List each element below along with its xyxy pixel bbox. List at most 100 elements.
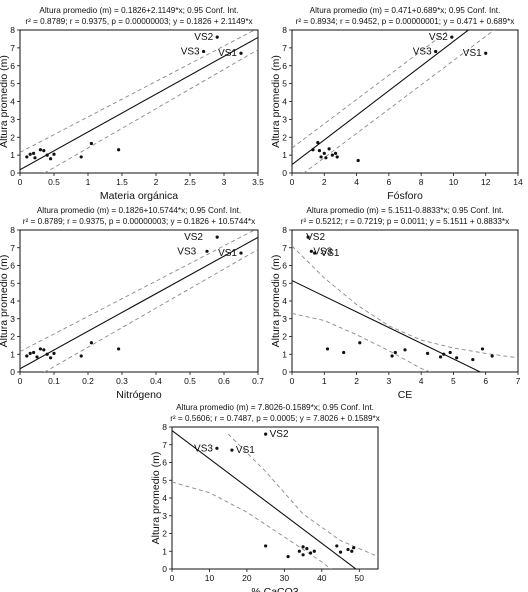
chart-title: Altura promedio (m) = 0.471+0.689*x; 0.9…: [310, 6, 501, 15]
data-point: [25, 155, 29, 159]
x-tick-label: 2: [322, 177, 327, 187]
y-tick-label: 3: [10, 114, 15, 124]
x-tick-label: 0.1: [48, 376, 60, 386]
data-point: [42, 149, 46, 153]
data-point: [25, 354, 29, 358]
data-point: [49, 356, 53, 360]
y-tick-label: 4: [162, 493, 167, 503]
chart-panel-5: Altura promedio (m) = 7.8026-0.1589*x; 0…: [150, 403, 380, 592]
x-tick-label: 0: [290, 177, 295, 187]
x-tick-label: 1: [322, 376, 327, 386]
y-tick-label: 6: [162, 458, 167, 468]
y-tick-label: 6: [282, 261, 287, 271]
x-tick-label: 2: [154, 177, 159, 187]
regression-line: [292, 30, 470, 166]
data-point: [333, 151, 338, 155]
y-tick-label: 3: [162, 511, 167, 521]
point-label: VS2: [184, 232, 203, 243]
data-point: [490, 354, 494, 358]
data-point: [28, 152, 32, 156]
y-tick-label: 3: [282, 114, 287, 124]
y-tick-label: 2: [282, 332, 287, 342]
data-point: [313, 251, 317, 255]
point-label: VS2: [306, 232, 325, 243]
chart-subtitle: r² = 0.8789; r = 0.9375, p = 0.00000003;…: [23, 217, 255, 226]
point-label: VS1: [218, 248, 237, 259]
chart-subtitle: r² = 0.5606; r = 0.7487, p = 0.0005; y =…: [170, 414, 380, 423]
point-label: VS3: [177, 246, 196, 257]
y-tick-label: 5: [10, 79, 15, 89]
x-tick-label: 1.5: [116, 177, 128, 187]
x-tick-label: 12: [481, 177, 491, 187]
data-point: [358, 341, 362, 345]
y-tick-label: 6: [10, 61, 15, 71]
data-point: [480, 347, 485, 351]
data-point: [338, 550, 343, 554]
data-point: [28, 351, 32, 355]
y-tick-label: 6: [282, 61, 287, 71]
y-tick-label: 0: [282, 168, 287, 178]
y-tick-label: 7: [162, 440, 167, 450]
data-point: [335, 155, 339, 159]
ci-lower-band: [43, 49, 258, 173]
ci-lower-band: [172, 481, 332, 569]
y-tick-label: 5: [282, 79, 287, 89]
data-point: [239, 251, 243, 255]
y-tick-label: 4: [282, 97, 287, 107]
x-tick-label: 0: [18, 177, 23, 187]
data-point: [45, 153, 49, 157]
y-tick-label: 4: [10, 97, 15, 107]
data-point: [346, 547, 350, 552]
ci-lower-band: [292, 312, 432, 372]
y-tick-label: 4: [282, 296, 287, 306]
data-point: [309, 249, 313, 253]
data-point: [38, 347, 43, 351]
x-tick-label: 0.4: [150, 376, 162, 386]
x-tick-label: 3: [222, 177, 227, 187]
y-tick-label: 7: [10, 43, 15, 53]
y-tick-label: 1: [282, 150, 287, 160]
x-tick-label: 3.5: [252, 177, 264, 187]
y-tick-label: 1: [10, 349, 15, 359]
data-point: [393, 350, 397, 355]
point-label: VS2: [270, 429, 289, 440]
data-point: [230, 448, 234, 452]
data-point: [322, 151, 326, 155]
data-point: [215, 235, 219, 239]
data-point: [308, 551, 313, 555]
data-point: [350, 549, 354, 553]
point-label: VS1: [463, 48, 482, 59]
data-point: [438, 355, 443, 359]
data-point: [38, 148, 43, 152]
chart-panel-3: Altura promedio (m) = 0.1826+10.5744*x; …: [0, 206, 264, 401]
x-tick-label: 5: [451, 376, 456, 386]
x-tick-label: 4: [419, 376, 424, 386]
data-point: [215, 446, 219, 450]
y-tick-label: 8: [282, 25, 287, 35]
data-point: [301, 545, 305, 549]
data-point: [117, 148, 121, 152]
y-tick-label: 5: [282, 278, 287, 288]
point-label: VS3: [194, 443, 213, 454]
y-axis-label: Altura promedio (m): [150, 452, 162, 545]
data-point: [352, 546, 356, 550]
x-tick-label: 6: [386, 177, 391, 187]
data-point: [52, 152, 56, 156]
x-tick-label: 8: [419, 177, 424, 187]
x-tick-label: 0: [170, 573, 175, 583]
data-point: [484, 51, 488, 55]
data-point: [35, 355, 39, 359]
data-point: [330, 153, 334, 157]
data-point: [403, 348, 407, 352]
data-point: [31, 151, 36, 155]
data-point: [31, 350, 36, 355]
x-axis-label: % CaCO3: [251, 586, 298, 592]
x-axis-label: CE: [398, 389, 413, 401]
data-point: [45, 352, 49, 356]
x-tick-label: 14: [513, 177, 523, 187]
y-tick-label: 1: [282, 349, 287, 359]
data-point: [426, 351, 430, 355]
data-point: [306, 235, 310, 239]
y-tick-label: 8: [282, 225, 287, 235]
data-point: [312, 549, 316, 553]
